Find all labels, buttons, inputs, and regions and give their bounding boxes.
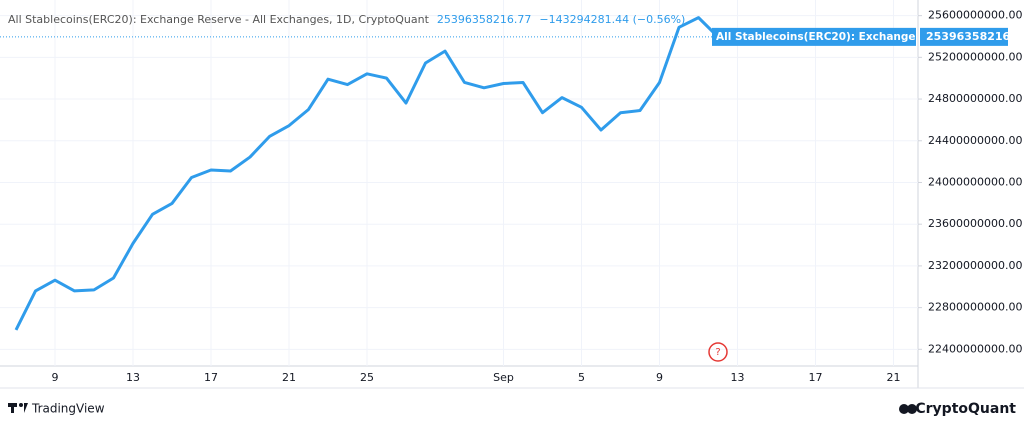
last-value: 25396358216.77 [437, 13, 531, 26]
series-tag-bg [712, 27, 916, 46]
y-tick-label: 25600000000.00 [928, 9, 1022, 22]
y-tick-label: 23600000000.00 [928, 217, 1022, 230]
series-tag: All Stablecoins(ERC20): Exchange Rese... [716, 31, 960, 43]
footer-left: TradingView [31, 402, 105, 416]
cq-logo [899, 404, 917, 414]
tv-logo [8, 403, 28, 413]
y-tick-label: 24000000000.00 [928, 175, 1022, 188]
y-tick-label: 22400000000.00 [928, 342, 1022, 355]
x-tick-label: 17 [809, 371, 823, 384]
y-tick-label: 22800000000.00 [928, 301, 1022, 314]
y-tick-label: 25200000000.00 [928, 50, 1022, 63]
x-tick-label: 21 [282, 371, 296, 384]
x-tick-label: 21 [887, 371, 901, 384]
footer-right: CryptoQuant [915, 401, 1016, 417]
line-series [14, 16, 720, 331]
x-tick-label: 5 [578, 371, 585, 384]
x-tick-label: 13 [731, 371, 745, 384]
price-tag: 25396358216.77 [926, 30, 1024, 43]
x-tick-label: 9 [656, 371, 663, 384]
x-tick-label: 25 [360, 371, 374, 384]
y-tick-label: 24400000000.00 [928, 134, 1022, 147]
price-tag-bg [920, 27, 1008, 46]
chart-title: All Stablecoins(ERC20): Exchange Reserve… [8, 13, 430, 26]
help-mark: ? [715, 347, 720, 358]
x-tick-label: Sep [493, 371, 514, 384]
x-tick-label: 17 [204, 371, 218, 384]
x-tick-label: 13 [126, 371, 140, 384]
y-tick-label: 23200000000.00 [928, 259, 1022, 272]
change: −143294281.44 (−0.56%) [539, 13, 685, 26]
help-icon[interactable] [708, 342, 728, 362]
x-tick-label: 9 [52, 371, 59, 384]
y-tick-label: 24800000000.00 [928, 92, 1022, 105]
